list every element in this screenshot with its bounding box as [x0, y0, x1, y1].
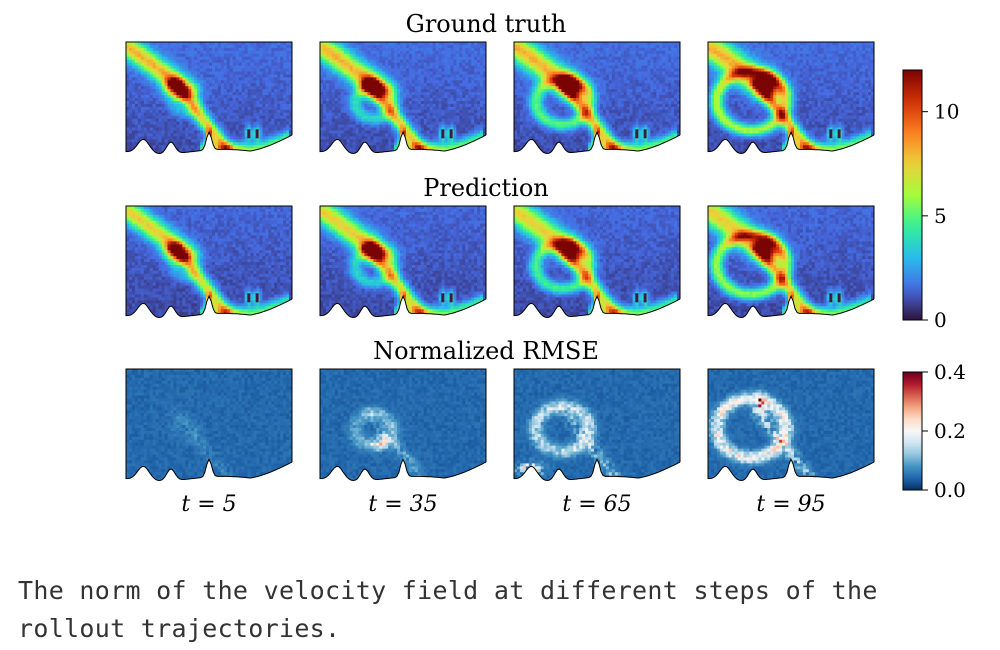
- column-label-t95: t = 95: [756, 492, 825, 517]
- panel-outline: [319, 41, 487, 155]
- panel-outline: [707, 368, 875, 482]
- error-colorbar: 0.0 0.2 0.4: [902, 360, 966, 502]
- velocity-colorbar: 0 5 10: [902, 69, 959, 332]
- velocity-colorbar-tick-label: 10: [934, 100, 959, 124]
- error-colorbar-tick-label: 0.4: [934, 360, 966, 384]
- panel-prediction-t95: [708, 206, 874, 318]
- column-label-t35: t = 35: [368, 492, 437, 517]
- panel-normalized-rmse-t35: [320, 369, 486, 481]
- panel-outline: [513, 41, 681, 155]
- panel-outline: [319, 205, 487, 319]
- panel-normalized-rmse-t5: [126, 369, 292, 481]
- panel-outline: [319, 368, 487, 482]
- row-title-prediction: Prediction: [423, 174, 549, 202]
- column-label-t5: t = 5: [181, 492, 236, 517]
- velocity-colorbar-tick-label: 5: [934, 204, 947, 228]
- panel-outline: [707, 41, 875, 155]
- row-title-normalized-rmse: Normalized RMSE: [373, 337, 599, 365]
- panel-prediction-t65: [514, 206, 680, 318]
- panel-outline: [125, 41, 293, 155]
- panel-prediction-t35: [320, 206, 486, 318]
- panel-prediction-t5: [126, 206, 292, 318]
- panel-ground-truth-t65: [514, 42, 680, 154]
- panel-normalized-rmse-t65: [514, 369, 680, 481]
- panel-outline: [125, 205, 293, 319]
- panel-outline: [707, 205, 875, 319]
- panel-outline: [513, 368, 681, 482]
- panel-ground-truth-t95: [708, 42, 874, 154]
- panel-ground-truth-t5: [126, 42, 292, 154]
- panel-outline: [125, 368, 293, 482]
- figure-caption: The norm of the velocity field at differ…: [18, 572, 993, 648]
- error-colorbar-tick-label: 0.0: [934, 478, 966, 502]
- panel-normalized-rmse-t95: [708, 369, 874, 481]
- error-colorbar-tick-label: 0.2: [934, 419, 966, 443]
- figure: Ground truth Prediction Normalized RMSE …: [125, 10, 966, 517]
- velocity-colorbar-tick-label: 0: [934, 308, 947, 332]
- column-label-t65: t = 65: [562, 492, 631, 517]
- panel-ground-truth-t35: [320, 42, 486, 154]
- panel-outline: [513, 205, 681, 319]
- row-title-ground-truth: Ground truth: [406, 10, 567, 38]
